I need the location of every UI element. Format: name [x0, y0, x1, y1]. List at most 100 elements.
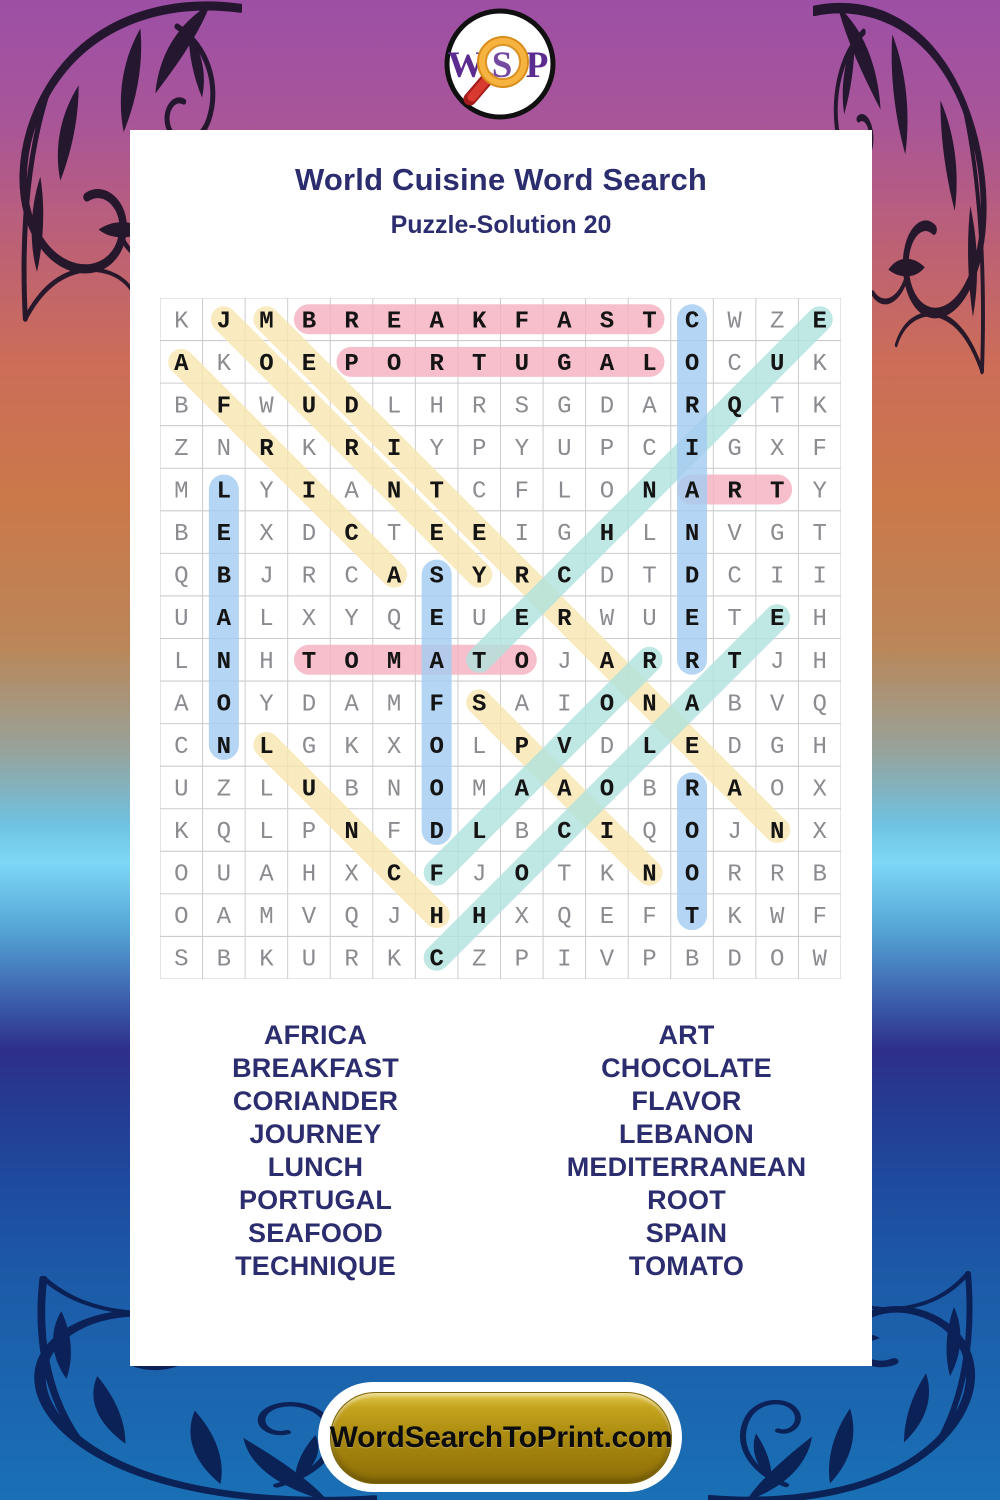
grid-letter: U: [642, 606, 656, 633]
grid-letter: T: [642, 564, 656, 591]
word-list-item: LUNCH: [267, 1152, 364, 1182]
grid-letter: N: [685, 521, 699, 548]
grid-letter: H: [302, 862, 316, 889]
grid-letter: D: [429, 819, 443, 846]
grid-letter: T: [429, 479, 443, 506]
grid-letter: V: [557, 734, 572, 761]
grid-letter: Z: [174, 436, 188, 463]
grid-letter: O: [174, 862, 188, 889]
grid-letter: R: [770, 862, 784, 889]
grid-letter: B: [344, 776, 358, 803]
grid-letter: T: [685, 904, 699, 931]
grid-letter: H: [429, 904, 443, 931]
highlight-flavor: [423, 646, 663, 886]
grid-letter: O: [600, 776, 614, 803]
grid-letter: L: [259, 606, 273, 633]
grid-letter: Y: [344, 606, 358, 633]
grid-letter: T: [770, 393, 784, 420]
grid-letter: X: [515, 904, 529, 931]
grid-letter: R: [344, 947, 358, 974]
grid-letter: G: [557, 521, 571, 548]
site-button-glow: WordSearchToPrint.com: [318, 1382, 682, 1492]
grid-letter: X: [302, 606, 316, 633]
grid-letter: M: [387, 649, 401, 676]
grid-letter: C: [472, 479, 486, 506]
grid-letter: G: [727, 436, 741, 463]
word-list-item: MEDITERRANEAN: [566, 1152, 807, 1182]
site-button-label: WordSearchToPrint.com: [329, 1421, 673, 1454]
grid-letter: Q: [217, 819, 231, 846]
grid-letter: W: [813, 947, 828, 974]
grid-letter: O: [770, 947, 784, 974]
grid-letter: A: [174, 351, 189, 378]
grid-letter: X: [387, 734, 401, 761]
grid-letter: Y: [429, 436, 443, 463]
grid-letter: K: [174, 308, 189, 335]
grid-letter: N: [642, 862, 656, 889]
grid-letter: U: [515, 351, 529, 378]
grid-letter: A: [429, 308, 444, 335]
grid-letter: R: [344, 436, 359, 463]
grid-letter: N: [217, 734, 231, 761]
grid-letter: N: [344, 819, 358, 846]
grid-letter: F: [515, 308, 529, 335]
grid-letter: A: [217, 606, 232, 633]
grid-letter: F: [217, 393, 231, 420]
grid-letter: O: [515, 649, 529, 676]
grid-letter: Q: [387, 606, 401, 633]
grid-letter: G: [770, 521, 784, 548]
grid-letter: P: [472, 436, 486, 463]
grid-letter: F: [429, 691, 443, 718]
grid-letter: E: [685, 606, 699, 633]
site-button[interactable]: WordSearchToPrint.com: [329, 1392, 673, 1484]
grid-letter: B: [217, 564, 231, 591]
grid-letter: W: [259, 393, 274, 420]
grid-letter: J: [727, 819, 741, 846]
grid-letter: E: [429, 521, 443, 548]
grid-letter: I: [600, 819, 614, 846]
grid-letter: R: [302, 564, 316, 591]
grid-letter: M: [387, 691, 401, 718]
grid-letter: X: [344, 862, 358, 889]
grid-letter: O: [344, 649, 358, 676]
grid-letter: O: [600, 479, 614, 506]
grid-letter: O: [429, 734, 443, 761]
grid-letter: E: [600, 904, 614, 931]
grid-letter: R: [685, 393, 700, 420]
grid-letter: D: [685, 564, 699, 591]
grid-letter: N: [217, 649, 231, 676]
grid-letter: K: [727, 904, 742, 931]
grid-letter: Z: [770, 308, 784, 335]
page-title: World Cuisine Word Search: [294, 162, 708, 197]
grid-letter: X: [813, 776, 827, 803]
magnifying-glass-icon: [463, 36, 529, 106]
grid-letter: A: [515, 691, 530, 718]
grid-letter: N: [642, 479, 656, 506]
grid-letter: A: [685, 479, 700, 506]
grid-letter: O: [685, 862, 699, 889]
grid-letter: D: [600, 734, 614, 761]
grid-letter: R: [515, 564, 530, 591]
grid-letter: A: [387, 564, 402, 591]
grid-letter: N: [217, 436, 231, 463]
grid-letter: L: [259, 734, 273, 761]
grid-letter: K: [344, 734, 359, 761]
grid-letter: C: [344, 564, 358, 591]
word-list-item: SEAFOOD: [248, 1218, 383, 1248]
grid-letter: L: [472, 734, 486, 761]
grid-letter: C: [642, 436, 656, 463]
grid-letter: R: [472, 393, 486, 420]
grid-letter: V: [727, 521, 742, 548]
grid-letter: Y: [813, 479, 827, 506]
word-list-item: JOURNEY: [249, 1119, 382, 1149]
grid-letter: A: [344, 479, 359, 506]
grid-letter: M: [174, 479, 188, 506]
highlight-journey: [210, 306, 493, 588]
grid-letter: J: [259, 564, 273, 591]
grid-letter: A: [642, 393, 657, 420]
grid-letter: L: [642, 351, 656, 378]
grid-letter: J: [217, 308, 231, 335]
grid-letter: C: [387, 862, 401, 889]
grid-letter: I: [557, 947, 571, 974]
